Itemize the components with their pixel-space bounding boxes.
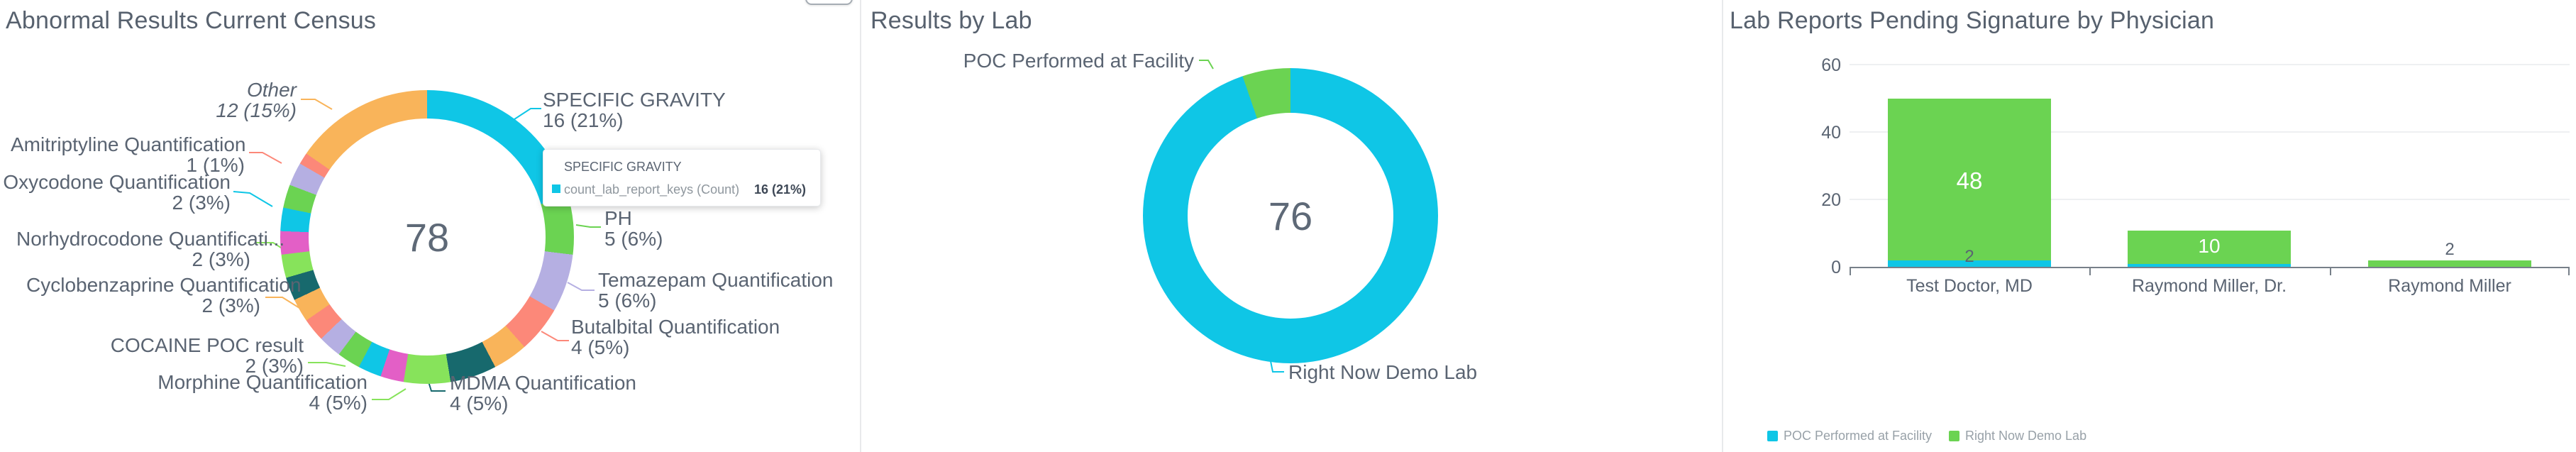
callout-line-cocaine (308, 362, 346, 367)
tooltip-series-swatch (552, 184, 560, 193)
y-tick-label: 20 (1821, 190, 1841, 210)
x-axis-tick (2568, 268, 2570, 275)
donut-hole: 76 (1188, 113, 1393, 319)
page-title: Results by Lab (870, 7, 1032, 34)
legend-swatch-right-now-demo-lab[interactable] (1949, 431, 1959, 441)
slice-label-ph: PH 5 (6%) (604, 207, 663, 250)
y-tick-label: 60 (1821, 55, 1841, 75)
slice-label-norhydrocodone: Norhydrocodone Quantificati... 2 (3%) (16, 228, 285, 270)
slice-label-amitriptyline: Amitriptyline Quantification 1 (1%) (11, 133, 246, 176)
callout-line-amitriptyline (249, 152, 282, 164)
gridline-60 (1850, 64, 2570, 65)
x-axis-tick (1850, 268, 1851, 275)
slice-label-butalbital: Butalbital Quantification 4 (5%) (571, 316, 780, 358)
x-axis-tick (2330, 268, 2331, 275)
visual-menu-button[interactable] (805, 0, 853, 5)
gridline-40 (1850, 131, 2570, 133)
bar-segment (1888, 260, 2051, 268)
slice-label-specific-gravity: SPECIFIC GRAVITY 16 (21%) (543, 89, 726, 131)
page-title: Lab Reports Pending Signature by Physici… (1730, 7, 2215, 34)
legend-item-right-now-demo-lab[interactable]: Right Now Demo Lab (1965, 429, 2087, 443)
bar-value-label: 10 (2198, 235, 2221, 257)
callout-line-oxycodone (233, 191, 273, 207)
y-tick-label: 40 (1821, 123, 1841, 143)
tooltip-title: SPECIFIC GRAVITY (564, 160, 682, 174)
callout-line-ph (575, 224, 601, 228)
slice-label-morphine: Morphine Quantification 4 (5%) (157, 371, 367, 414)
category-label: Test Doctor, MD (1906, 276, 2033, 296)
bar-raymond-miller[interactable] (2368, 65, 2531, 268)
donut-center-total: 78 (404, 214, 450, 260)
tooltip-metric-value: 16 (21%) (754, 182, 807, 197)
page-title: Abnormal Results Current Census (6, 7, 377, 34)
bar-segment (2128, 230, 2291, 265)
x-axis-tick (2089, 268, 2091, 275)
category-label: Raymond Miller, Dr. (2131, 276, 2287, 296)
donut-center-total: 76 (1268, 193, 1313, 238)
callout-line-specific-gravity (512, 108, 541, 121)
slice-label-right-now-demo-lab: Right Now Demo Lab (1288, 361, 1478, 383)
slice-label-oxycodone: Oxycodone Quantification 2 (3%) (3, 171, 231, 214)
panel-divider (860, 0, 861, 452)
tooltip-metric-name: count_lab_report_keys (Count) (564, 182, 740, 197)
slice-label-other: Other 12 (15%) (216, 79, 297, 121)
slice-label-temazepam: Temazepam Quantification 5 (6%) (598, 269, 834, 312)
x-axis-line (1850, 267, 2570, 268)
callout-line-butalbital (541, 331, 569, 341)
bar-value-label: 2 (2445, 240, 2455, 259)
donut-hole: 78 (309, 118, 546, 355)
callout-line-other (301, 99, 333, 110)
slice-label-poc-facility: POC Performed at Facility (963, 50, 1194, 72)
legend-item-poc-facility[interactable]: POC Performed at Facility (1784, 429, 1933, 443)
panel-abnormal-results: Abnormal Results Current Census 78 SPECI… (0, 0, 861, 452)
bar-segment (1888, 98, 2051, 261)
bar-value-label: 48 (1956, 167, 1983, 194)
gridline-20 (1850, 199, 2570, 200)
panel-pending-signature: Lab Reports Pending Signature by Physici… (1723, 0, 2576, 452)
panel-divider (1722, 0, 1723, 452)
slice-label-mdma: MDMA Quantification 4 (5%) (450, 372, 636, 414)
slice-label-cocaine: COCAINE POC result 2 (3%) (110, 334, 304, 377)
panel-results-by-lab: Results by Lab 76 POC Performed at Facil… (861, 0, 1722, 452)
bar-segment (2368, 260, 2531, 268)
bar-raymond-miller-dr[interactable] (2128, 65, 2291, 268)
bar-test-doctor-md[interactable] (1888, 65, 2051, 268)
slice-label-cyclobenzaprine: Cyclobenzaprine Quantification 2 (3%) (26, 274, 302, 316)
callout-line-poc-facility (1199, 60, 1214, 70)
chart-tooltip: SPECIFIC GRAVITY count_lab_report_keys (… (543, 149, 821, 206)
y-tick-label: 0 (1831, 258, 1841, 277)
category-label: Raymond Miller (2388, 276, 2511, 296)
legend-swatch-poc-facility[interactable] (1767, 431, 1778, 441)
bar-segment (2128, 264, 2291, 268)
callout-line-morphine (372, 388, 407, 400)
callout-line-temazepam (567, 282, 595, 291)
bar-value-label: 2 (1964, 247, 1974, 266)
